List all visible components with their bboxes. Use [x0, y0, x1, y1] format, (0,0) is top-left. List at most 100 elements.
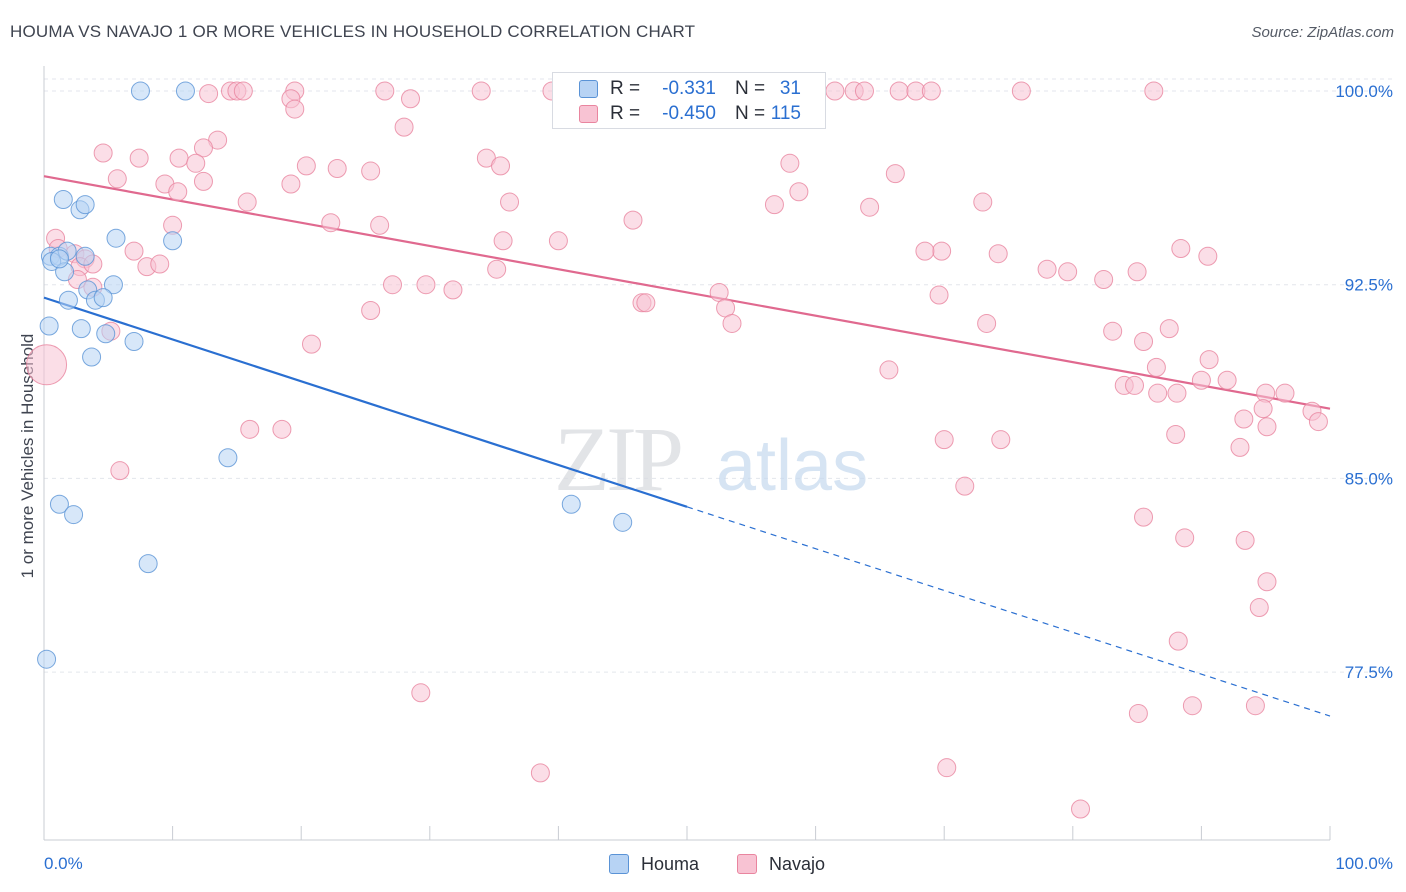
- navajo-point: [361, 161, 381, 181]
- navajo-point: [623, 210, 643, 230]
- houma-point: [58, 290, 78, 310]
- navajo-point: [1144, 81, 1164, 101]
- navajo-point: [1146, 357, 1166, 377]
- data-points: [26, 81, 1328, 819]
- navajo-point: [955, 476, 975, 496]
- houma-point: [75, 195, 95, 215]
- navajo-swatch: [737, 854, 757, 874]
- navajo-point: [1148, 383, 1168, 403]
- navajo-point: [411, 683, 431, 703]
- n-value: 31: [779, 78, 801, 99]
- navajo-point: [186, 153, 206, 173]
- navajo-point: [879, 360, 899, 380]
- y-tick-label: 100.0%: [1335, 82, 1393, 101]
- houma-point: [175, 81, 195, 101]
- navajo-point: [1275, 383, 1295, 403]
- axes: [43, 66, 1331, 841]
- navajo-point: [375, 81, 395, 101]
- navajo-point: [921, 81, 941, 101]
- houma-trend-extension: [686, 506, 1331, 717]
- navajo-point: [764, 195, 784, 215]
- navajo-point: [1125, 375, 1145, 395]
- houma-point: [130, 81, 150, 101]
- navajo-point: [1171, 239, 1191, 259]
- navajo-point: [199, 84, 219, 104]
- navajo-point: [1134, 507, 1154, 527]
- navajo-point: [1058, 262, 1078, 282]
- navajo-point: [1191, 370, 1211, 390]
- navajo-point: [548, 231, 568, 251]
- navajo-point: [193, 171, 213, 191]
- navajo-point: [1253, 399, 1273, 419]
- navajo-point: [281, 174, 301, 194]
- navajo-point: [193, 138, 213, 158]
- navajo-point: [937, 758, 957, 778]
- r-label: R =: [610, 78, 641, 99]
- navajo-point: [1175, 528, 1195, 548]
- watermark-atlas: atlas: [716, 426, 868, 506]
- navajo-swatch: [579, 105, 598, 123]
- navajo-point: [973, 192, 993, 212]
- navajo-trend-line: [43, 175, 1331, 410]
- legend-row-navajo: R = -0.450 N = 115: [553, 101, 825, 127]
- navajo-point: [301, 334, 321, 354]
- navajo-point: [1199, 350, 1219, 370]
- navajo-point: [977, 313, 997, 333]
- navajo-point: [932, 241, 952, 261]
- legend-row-houma: R = -0.331 N = 31: [553, 76, 825, 102]
- navajo-point: [1134, 332, 1154, 352]
- houma-point: [37, 649, 57, 669]
- houma-point: [218, 448, 238, 468]
- navajo-point: [233, 81, 253, 101]
- navajo-point: [370, 215, 390, 235]
- navajo-point: [722, 313, 742, 333]
- navajo-point: [110, 461, 130, 481]
- trend-lines: [43, 175, 1331, 717]
- navajo-point: [889, 81, 909, 101]
- navajo-point: [1257, 572, 1277, 592]
- n-label: N =: [735, 78, 766, 99]
- houma-trend-line: [43, 296, 688, 508]
- navajo-point: [1235, 530, 1255, 550]
- n-label: N =: [735, 103, 766, 124]
- houma-point: [49, 249, 69, 269]
- navajo-point: [500, 192, 520, 212]
- houma-point: [82, 347, 102, 367]
- navajo-point: [1249, 598, 1269, 618]
- navajo-point: [929, 285, 949, 305]
- navajo-point: [416, 275, 436, 295]
- navajo-point: [530, 763, 550, 783]
- navajo-point: [394, 117, 414, 137]
- navajo-point: [471, 81, 491, 101]
- houma-point: [613, 512, 633, 532]
- navajo-point: [860, 197, 880, 217]
- navajo-point: [1071, 799, 1091, 819]
- navajo-point: [854, 81, 874, 101]
- navajo-point: [1167, 383, 1187, 403]
- navajo-point: [240, 419, 260, 439]
- navajo-point: [1166, 425, 1186, 445]
- navajo-point: [401, 89, 421, 109]
- houma-point: [64, 505, 84, 525]
- navajo-point: [237, 192, 257, 212]
- navajo-point: [1127, 262, 1147, 282]
- n-value: 115: [770, 103, 801, 124]
- navajo-point: [1245, 696, 1265, 716]
- navajo-point: [493, 231, 513, 251]
- navajo-point: [1103, 321, 1123, 341]
- navajo-point: [1257, 417, 1277, 437]
- navajo-point: [1230, 437, 1250, 457]
- navajo-point: [934, 430, 954, 450]
- navajo-point: [93, 143, 113, 163]
- navajo-point: [1256, 383, 1276, 403]
- houma-point: [163, 231, 183, 251]
- navajo-point: [129, 148, 149, 168]
- navajo-point: [26, 344, 68, 386]
- navajo-point: [124, 241, 144, 261]
- x-tick-label: 100.0%: [1335, 854, 1393, 873]
- navajo-point: [1159, 319, 1179, 339]
- houma-point: [561, 494, 581, 514]
- navajo-point: [327, 158, 347, 178]
- houma-point: [96, 324, 116, 344]
